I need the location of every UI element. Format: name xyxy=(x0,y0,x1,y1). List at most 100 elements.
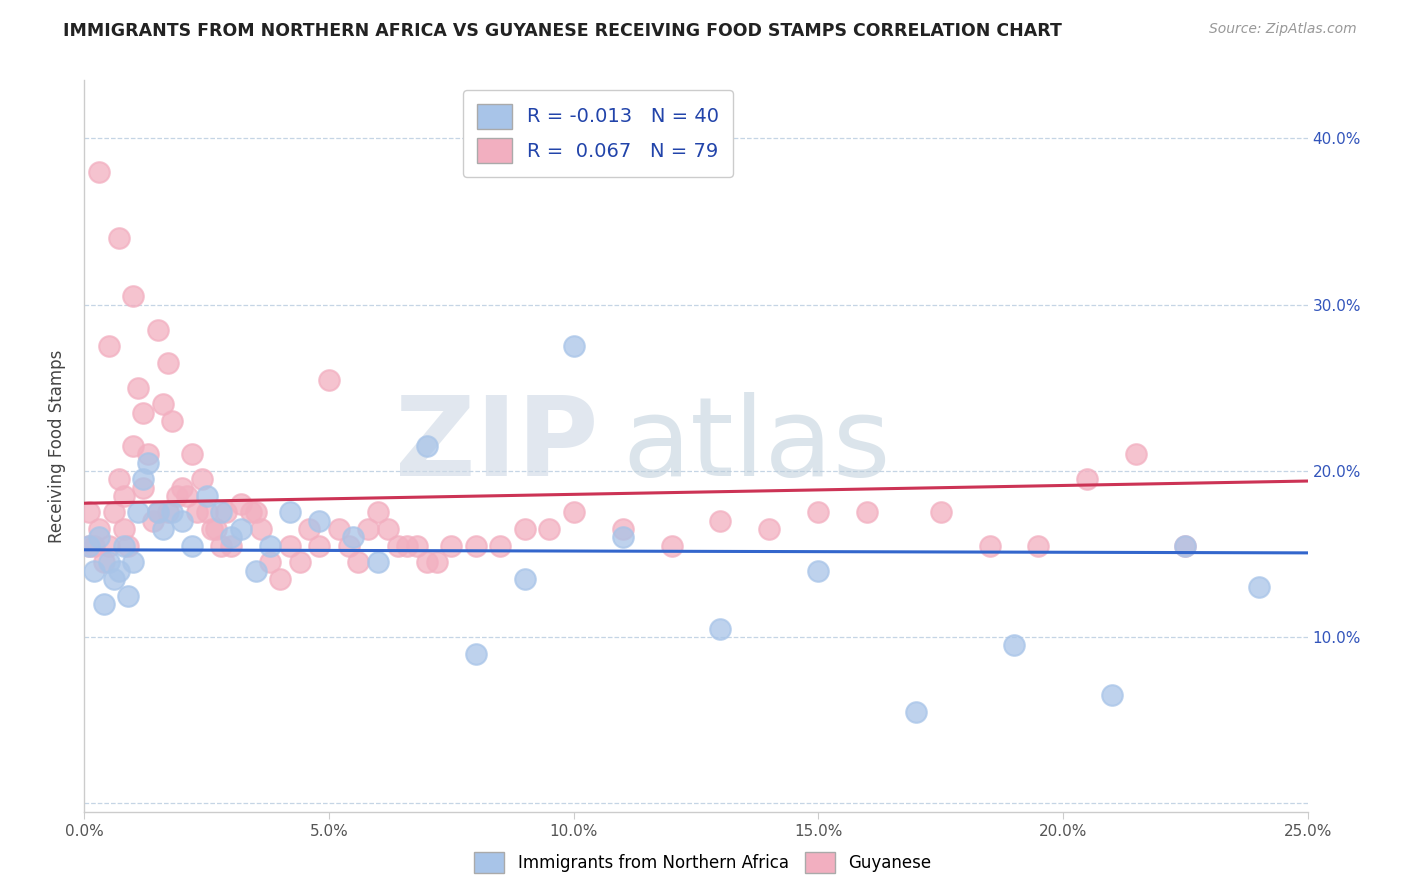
Point xyxy=(929,506,952,520)
Point xyxy=(709,622,731,636)
Point xyxy=(347,555,370,569)
Point xyxy=(132,481,155,495)
Point xyxy=(200,522,222,536)
Point xyxy=(146,506,169,520)
Point xyxy=(191,472,214,486)
Point xyxy=(219,539,242,553)
Point xyxy=(103,572,125,586)
Point xyxy=(328,522,350,536)
Point xyxy=(142,514,165,528)
Point xyxy=(239,506,262,520)
Point xyxy=(308,514,330,528)
Point xyxy=(426,555,449,569)
Point xyxy=(117,589,139,603)
Text: atlas: atlas xyxy=(623,392,891,500)
Point xyxy=(132,472,155,486)
Legend: Immigrants from Northern Africa, Guyanese: Immigrants from Northern Africa, Guyanes… xyxy=(468,846,938,880)
Point xyxy=(709,514,731,528)
Point xyxy=(112,489,135,503)
Text: Source: ZipAtlas.com: Source: ZipAtlas.com xyxy=(1209,22,1357,37)
Point xyxy=(905,705,928,719)
Point xyxy=(229,497,252,511)
Point xyxy=(979,539,1001,553)
Point xyxy=(87,164,110,178)
Point xyxy=(562,339,585,353)
Point xyxy=(278,539,301,553)
Point xyxy=(122,439,145,453)
Point xyxy=(186,506,208,520)
Point xyxy=(758,522,780,536)
Point xyxy=(93,597,115,611)
Point xyxy=(562,506,585,520)
Point xyxy=(97,339,120,353)
Point xyxy=(181,539,204,553)
Point xyxy=(807,564,830,578)
Point xyxy=(249,522,271,536)
Point xyxy=(342,530,364,544)
Point xyxy=(269,572,291,586)
Point xyxy=(612,530,634,544)
Point xyxy=(1125,447,1147,461)
Point xyxy=(195,489,218,503)
Y-axis label: Receiving Food Stamps: Receiving Food Stamps xyxy=(48,350,66,542)
Point xyxy=(298,522,321,536)
Point xyxy=(464,539,486,553)
Point xyxy=(538,522,561,536)
Point xyxy=(1076,472,1098,486)
Point xyxy=(83,564,105,578)
Point xyxy=(166,489,188,503)
Point xyxy=(127,506,149,520)
Point xyxy=(807,506,830,520)
Point xyxy=(513,522,536,536)
Point xyxy=(172,514,194,528)
Point xyxy=(152,397,174,411)
Point xyxy=(489,539,512,553)
Point xyxy=(377,522,399,536)
Point xyxy=(209,539,232,553)
Point xyxy=(176,489,198,503)
Point xyxy=(117,539,139,553)
Point xyxy=(195,506,218,520)
Point xyxy=(318,372,340,386)
Point xyxy=(172,481,194,495)
Text: IMMIGRANTS FROM NORTHERN AFRICA VS GUYANESE RECEIVING FOOD STAMPS CORRELATION CH: IMMIGRANTS FROM NORTHERN AFRICA VS GUYAN… xyxy=(63,22,1062,40)
Point xyxy=(856,506,879,520)
Point xyxy=(87,530,110,544)
Point xyxy=(77,539,100,553)
Point xyxy=(1174,539,1197,553)
Point xyxy=(337,539,360,553)
Point xyxy=(107,472,129,486)
Point xyxy=(357,522,380,536)
Point xyxy=(83,539,105,553)
Point xyxy=(513,572,536,586)
Point xyxy=(245,564,267,578)
Point xyxy=(162,414,184,428)
Point xyxy=(1002,639,1025,653)
Point xyxy=(112,522,135,536)
Point xyxy=(396,539,419,553)
Point xyxy=(416,439,439,453)
Point xyxy=(1028,539,1050,553)
Point xyxy=(97,539,120,553)
Point xyxy=(156,506,179,520)
Point xyxy=(93,555,115,569)
Text: ZIP: ZIP xyxy=(395,392,598,500)
Point xyxy=(122,555,145,569)
Point xyxy=(136,456,159,470)
Point xyxy=(308,539,330,553)
Point xyxy=(612,522,634,536)
Point xyxy=(112,539,135,553)
Legend: R = -0.013   N = 40, R =  0.067   N = 79: R = -0.013 N = 40, R = 0.067 N = 79 xyxy=(463,90,733,177)
Point xyxy=(205,522,228,536)
Point xyxy=(77,506,100,520)
Point xyxy=(132,406,155,420)
Point xyxy=(406,539,429,553)
Point xyxy=(1247,580,1270,594)
Point xyxy=(107,231,129,245)
Point xyxy=(440,539,463,553)
Point xyxy=(122,289,145,303)
Point xyxy=(245,506,267,520)
Point xyxy=(136,447,159,461)
Point xyxy=(146,323,169,337)
Point xyxy=(77,539,100,553)
